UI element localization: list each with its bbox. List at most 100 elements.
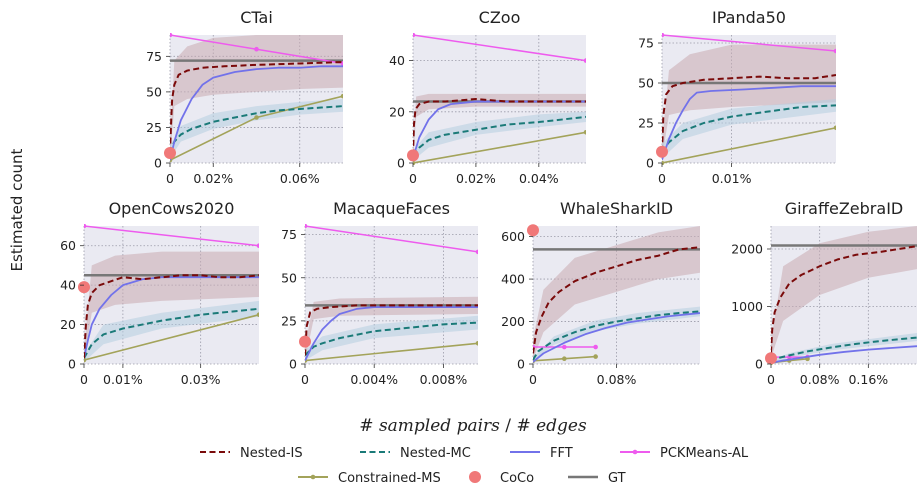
- nested-is-line: [305, 304, 478, 356]
- nested-is-line: [170, 61, 343, 154]
- constrained-ms-point: [662, 160, 665, 165]
- pckmeans-al-point: [84, 224, 87, 229]
- y-tick-label: 75: [281, 227, 297, 242]
- y-tick-label: 0: [289, 357, 297, 372]
- coco-point: [78, 281, 90, 294]
- coco-point: [765, 352, 777, 365]
- x-axis-label: # sampled pairs / # edges: [359, 416, 587, 436]
- x-tick-label: 0.03%: [181, 372, 221, 387]
- constrained-ms-line: [413, 131, 586, 164]
- y-tick-label: 40: [60, 278, 76, 293]
- y-tick-label: 25: [146, 120, 162, 135]
- y-tick-label: 25: [281, 313, 297, 328]
- pckmeans-al-point: [562, 344, 567, 350]
- panel-title: OpenCows2020: [109, 199, 235, 218]
- fft-line: [305, 306, 478, 361]
- panel-title: GiraffeZebraID: [785, 199, 903, 218]
- legend-label: FFT: [550, 446, 573, 461]
- coco-point: [299, 335, 311, 348]
- y-tick-label: 0: [397, 156, 405, 171]
- x-tick-label: 0.08%: [800, 372, 840, 387]
- x-tick-label: 0.01%: [712, 171, 752, 186]
- y-tick-label: 0: [646, 156, 654, 171]
- x-tick-label: 0.02%: [193, 171, 233, 186]
- constrained-ms-point: [413, 160, 416, 165]
- nested-mc-band: [413, 111, 586, 161]
- coco-point: [407, 149, 419, 162]
- coco-point: [656, 145, 668, 158]
- legend-entry-coco: CoCo: [469, 471, 534, 486]
- nested-mc-line: [662, 104, 836, 153]
- x-tick-label: 0.02%: [456, 171, 496, 186]
- pckmeans-al-point: [662, 33, 665, 38]
- constrained-ms-point: [562, 356, 567, 361]
- nested-mc-line: [170, 105, 343, 154]
- x-tick-label: 0.004%: [350, 372, 398, 387]
- y-tick-label: 600: [501, 229, 525, 244]
- pckmeans-al-point: [475, 249, 478, 255]
- x-tick-label: 0: [529, 372, 537, 387]
- x-tick-label: 0.16%: [848, 372, 888, 387]
- constrained-ms-point: [254, 115, 259, 120]
- pckmeans-al-line: [413, 34, 586, 62]
- panel-title: CTai: [240, 8, 273, 27]
- legend-swatch: [469, 471, 481, 483]
- fft-line: [771, 345, 917, 364]
- constrained-ms-point: [833, 125, 836, 131]
- legend-marker: [310, 474, 316, 480]
- nested-mc-band: [662, 99, 836, 159]
- y-tick-label: 20: [60, 317, 76, 332]
- constrained-ms-point: [475, 341, 478, 346]
- constrained-ms-point: [256, 312, 259, 318]
- nested-is-band: [662, 44, 836, 159]
- constrained-ms-point: [593, 354, 598, 359]
- pckmeans-al-line: [84, 225, 259, 247]
- x-tick-label: 0.01%: [103, 372, 143, 387]
- nested-is-band: [533, 226, 700, 360]
- x-tick-label: 0.008%: [420, 372, 468, 387]
- legend-label: Constrained-MS: [338, 471, 441, 486]
- x-tick-label: 0: [80, 372, 88, 387]
- x-tick-label: 0: [409, 171, 417, 186]
- x-tick-label: 0.08%: [597, 372, 637, 387]
- panel-2: IPanda50 0 25 50 75 0 0.01%: [638, 8, 836, 186]
- pckmeans-al-point: [170, 33, 173, 38]
- coco-point: [164, 147, 176, 160]
- constrained-ms-point: [340, 93, 343, 99]
- legend-entry-fft: FFT: [510, 446, 573, 461]
- y-tick-label: 25: [638, 116, 654, 131]
- y-tick-label: 0: [517, 357, 525, 372]
- pckmeans-al-point: [254, 46, 259, 52]
- x-tick-label: 0: [658, 171, 666, 186]
- fft-line: [84, 276, 259, 359]
- pckmeans-al-point: [256, 243, 259, 249]
- fft-line: [662, 85, 836, 161]
- nested-is-line: [413, 98, 586, 156]
- nested-is-line: [84, 274, 259, 359]
- pckmeans-al-point: [833, 48, 836, 54]
- nested-mc-band: [170, 99, 343, 159]
- nested-mc-line: [413, 115, 586, 156]
- panel-title: WhaleSharkID: [560, 199, 673, 218]
- nested-mc-band: [305, 315, 478, 361]
- x-tick-label: 0: [166, 171, 174, 186]
- y-tick-label: 50: [146, 84, 162, 99]
- constrained-ms-line: [84, 313, 259, 361]
- nested-mc-band: [533, 306, 700, 362]
- x-tick-label: 0: [767, 372, 775, 387]
- nested-mc-line: [771, 336, 917, 364]
- nested-mc-band: [771, 332, 917, 364]
- coco-point: [527, 224, 539, 237]
- y-tick-label: 60: [60, 238, 76, 253]
- legend-entry-gt: GT: [568, 471, 626, 486]
- nested-is-line: [662, 74, 836, 152]
- y-tick-label: 40: [389, 53, 405, 68]
- pckmeans-al-line: [305, 225, 478, 253]
- legend-label: CoCo: [500, 471, 534, 486]
- legend-label: GT: [608, 471, 626, 486]
- legend-entry-cms: Constrained-MS: [298, 471, 441, 486]
- legend-entry-pck: PCKMeans-AL: [620, 446, 749, 461]
- constrained-ms-point: [84, 357, 87, 363]
